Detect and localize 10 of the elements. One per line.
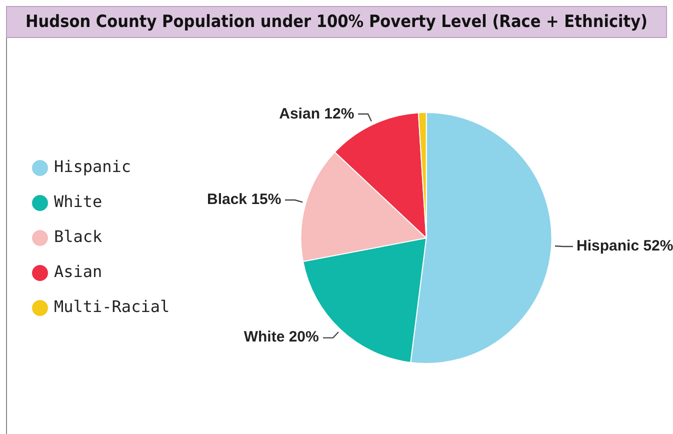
legend-label: White: [54, 192, 102, 212]
legend-label: Multi-Racial: [54, 297, 170, 316]
category-label: Black 15%: [207, 191, 282, 208]
chart-title: Hudson County Population under 100% Poverty Level (Race + Ethnicity): [6, 6, 667, 38]
category-label: Hispanic 52%: [576, 238, 673, 255]
category-label: Asian 12%: [279, 106, 354, 123]
legend-label: Hispanic: [54, 157, 132, 176]
legend-label: Black: [54, 227, 103, 246]
category-label: White 20%: [244, 328, 319, 346]
legend-label: Asian: [54, 262, 102, 282]
